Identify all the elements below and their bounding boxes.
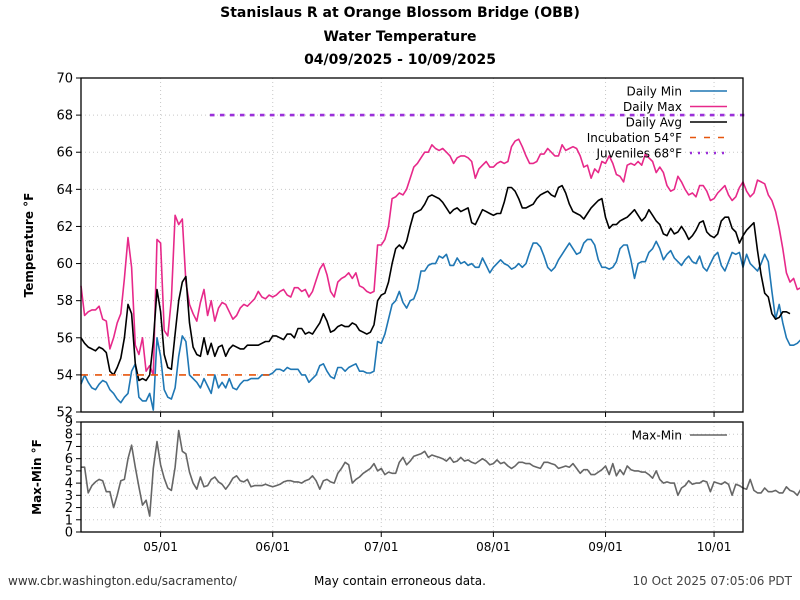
legend-label-daily-min: Daily Min [627, 85, 682, 99]
range-panel-ytick-label: 1 [65, 513, 73, 528]
series-line-max-min [81, 429, 800, 517]
temperature-panel-ytick-label: 56 [56, 331, 73, 346]
legend-label-incubation-54-f: Incubation 54°F [587, 131, 682, 145]
temperature-panel-ylabel: Temperature °F [22, 193, 36, 298]
legend-label-daily-avg: Daily Avg [626, 116, 682, 130]
range-panel-ylabel: Max-Min °F [30, 439, 44, 515]
temperature-panel-ytick-label: 60 [56, 257, 73, 272]
legend-label-juveniles-68-f: Juveniles 68°F [595, 147, 682, 161]
x-tick-label: 07/01 [364, 540, 399, 554]
range-panel-ytick-label: 4 [65, 477, 73, 492]
generated-timestamp: 10 Oct 2025 07:05:06 PDT [632, 574, 792, 588]
temperature-panel-ytick-label: 70 [56, 72, 73, 87]
range-panel-ytick-label: 2 [65, 501, 73, 516]
range-panel-ytick-label: 6 [65, 452, 73, 467]
chart-title-parameter: Water Temperature [323, 29, 477, 45]
x-tick-label: 10/01 [697, 540, 732, 554]
temperature-panel-ytick-label: 64 [56, 183, 73, 198]
source-url-link[interactable]: www.cbr.washington.edu/sacramento/ [8, 574, 237, 588]
legend-label-daily-max: Daily Max [623, 100, 682, 114]
disclaimer-text: May contain erroneous data. [314, 574, 486, 588]
range-panel-frame [80, 421, 744, 533]
range-panel-ytick-label: 9 [65, 416, 73, 431]
legend-label-max-min: Max-Min [632, 429, 682, 443]
x-tick-label: 06/01 [255, 540, 290, 554]
range-panel-ytick-label: 7 [65, 440, 73, 455]
x-tick-label: 05/01 [143, 540, 178, 554]
x-tick-label: 09/01 [588, 540, 623, 554]
temperature-panel-ytick-label: 66 [56, 146, 73, 161]
range-panel-ytick-label: 3 [65, 489, 73, 504]
series-line-daily-avg [80, 184, 791, 382]
range-panel-ytick-label: 0 [65, 526, 73, 541]
temperature-panel-ytick-label: 52 [56, 406, 73, 421]
temperature-panel-ytick-label: 58 [56, 294, 73, 309]
temperature-panel-ytick-label: 54 [56, 368, 73, 383]
range-panel-ytick-label: 5 [65, 464, 73, 479]
temperature-panel-ytick-label: 68 [56, 109, 73, 124]
x-tick-label: 08/01 [476, 540, 511, 554]
chart-title-daterange: 04/09/2025 - 10/09/2025 [304, 52, 496, 68]
temperature-panel-frame [80, 77, 744, 413]
chart-title-station: Stanislaus R at Orange Blossom Bridge (O… [220, 5, 580, 21]
series-line-daily-max [80, 138, 800, 376]
series-line-daily-min [80, 238, 800, 411]
temperature-panel-ytick-label: 62 [56, 220, 73, 235]
range-panel-ytick-label: 8 [65, 428, 73, 443]
